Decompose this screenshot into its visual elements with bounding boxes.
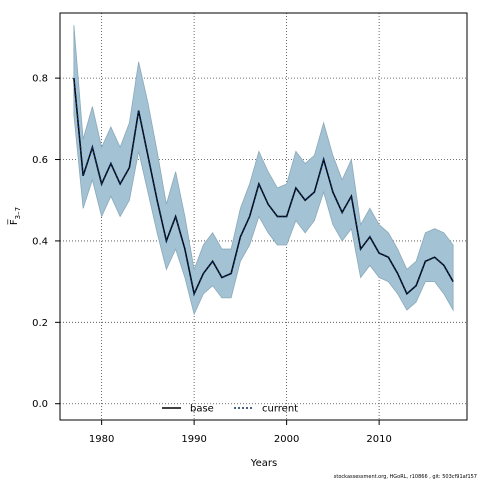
confidence-band-area [73, 25, 454, 316]
x-tick-label: 1990 [181, 434, 206, 445]
x-tick-label: 2000 [274, 434, 299, 445]
y-tick-label: 0.2 [32, 318, 48, 329]
x-tick-label: 1980 [89, 434, 114, 445]
axes: 1980 1990 2000 2010 0.0 0.2 0.4 0.6 0.8 [32, 12, 468, 445]
legend: base current [162, 404, 298, 415]
y-tick-label: 0.0 [32, 399, 48, 410]
confidence-band [73, 25, 454, 316]
grid [60, 13, 467, 420]
footnote: stockassessment.org, HGoRL, r10866 , git… [334, 474, 477, 480]
series-lines [73, 78, 454, 297]
x-axis-title: Years [250, 458, 277, 469]
series-line-current [73, 78, 454, 297]
y-axis-title: F̅3–7 [7, 207, 22, 225]
svg-text:F̅3–7: F̅3–7 [7, 207, 22, 225]
legend-label-current: current [262, 404, 298, 415]
x-tick-label: 2010 [366, 434, 391, 445]
legend-label-base: base [190, 404, 214, 415]
plot-frame [59, 12, 468, 421]
y-tick-label: 0.4 [32, 236, 48, 247]
y-axis-title-subscript: 3–7 [14, 207, 22, 219]
y-tick-label: 0.6 [32, 155, 48, 166]
y-axis-title-main: F̅ [7, 218, 20, 225]
y-tick-label: 0.8 [32, 74, 48, 85]
